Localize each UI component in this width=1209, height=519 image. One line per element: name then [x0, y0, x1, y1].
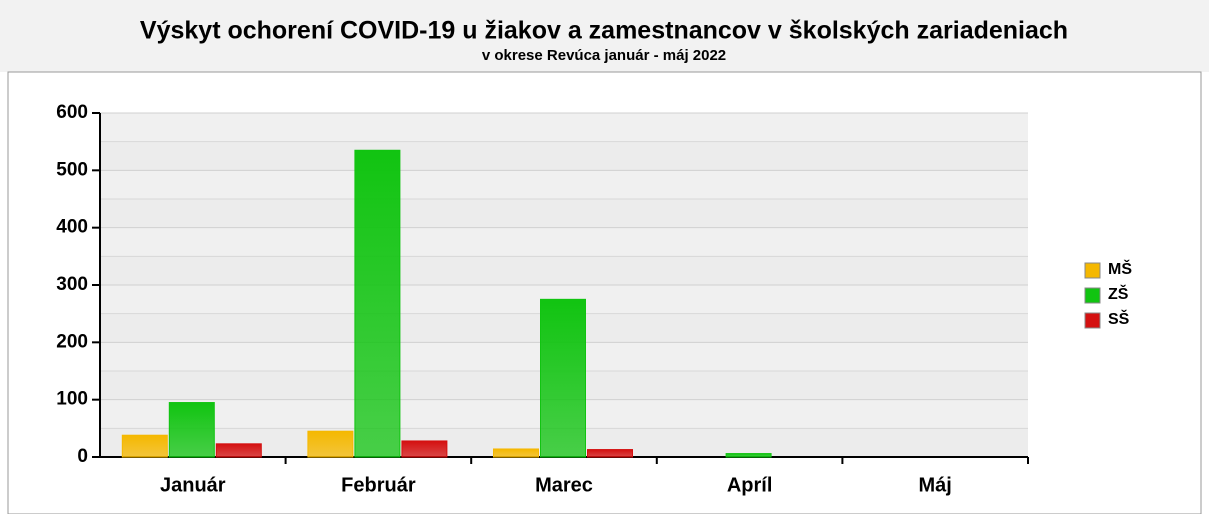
y-tick-label: 400 — [56, 217, 88, 238]
y-tick-label: 100 — [56, 389, 88, 410]
bar — [121, 434, 168, 458]
chart-subtitle: v okrese Revúca január - máj 2022 — [482, 47, 726, 64]
bar — [307, 430, 354, 458]
x-tick-label: Február — [341, 474, 416, 496]
x-tick-label: Máj — [919, 474, 952, 496]
bar — [354, 149, 401, 458]
y-tick-label: 200 — [56, 331, 88, 352]
bar — [587, 449, 633, 458]
y-tick-label: 600 — [56, 102, 88, 123]
grid-band — [100, 227, 1028, 257]
bar — [215, 443, 262, 458]
legend-swatch — [1084, 262, 1101, 279]
header-bg — [0, 0, 1209, 72]
grid-band — [100, 256, 1028, 285]
bar — [493, 448, 539, 458]
legend-label: ZŠ — [1108, 284, 1129, 303]
legend-label: SŠ — [1108, 309, 1130, 328]
y-tick-label: 300 — [56, 274, 88, 295]
grid-band — [100, 199, 1028, 228]
bar — [540, 298, 586, 458]
grid-band — [100, 113, 1028, 142]
x-tick-label: Január — [160, 474, 226, 496]
legend-swatch — [1084, 287, 1101, 304]
bar — [725, 453, 772, 458]
x-tick-label: Apríl — [727, 474, 773, 496]
legend-label: MŠ — [1108, 259, 1132, 278]
chart-title: Výskyt ochorení COVID-19 u žiakov a zame… — [140, 17, 1068, 45]
x-tick-label: Marec — [535, 474, 593, 496]
y-tick-label: 0 — [77, 446, 88, 467]
bar — [401, 440, 448, 458]
legend-swatch — [1084, 312, 1101, 329]
y-tick-label: 500 — [56, 159, 88, 180]
grid-band — [100, 170, 1028, 199]
grid-band — [100, 141, 1028, 171]
bar — [168, 402, 215, 458]
